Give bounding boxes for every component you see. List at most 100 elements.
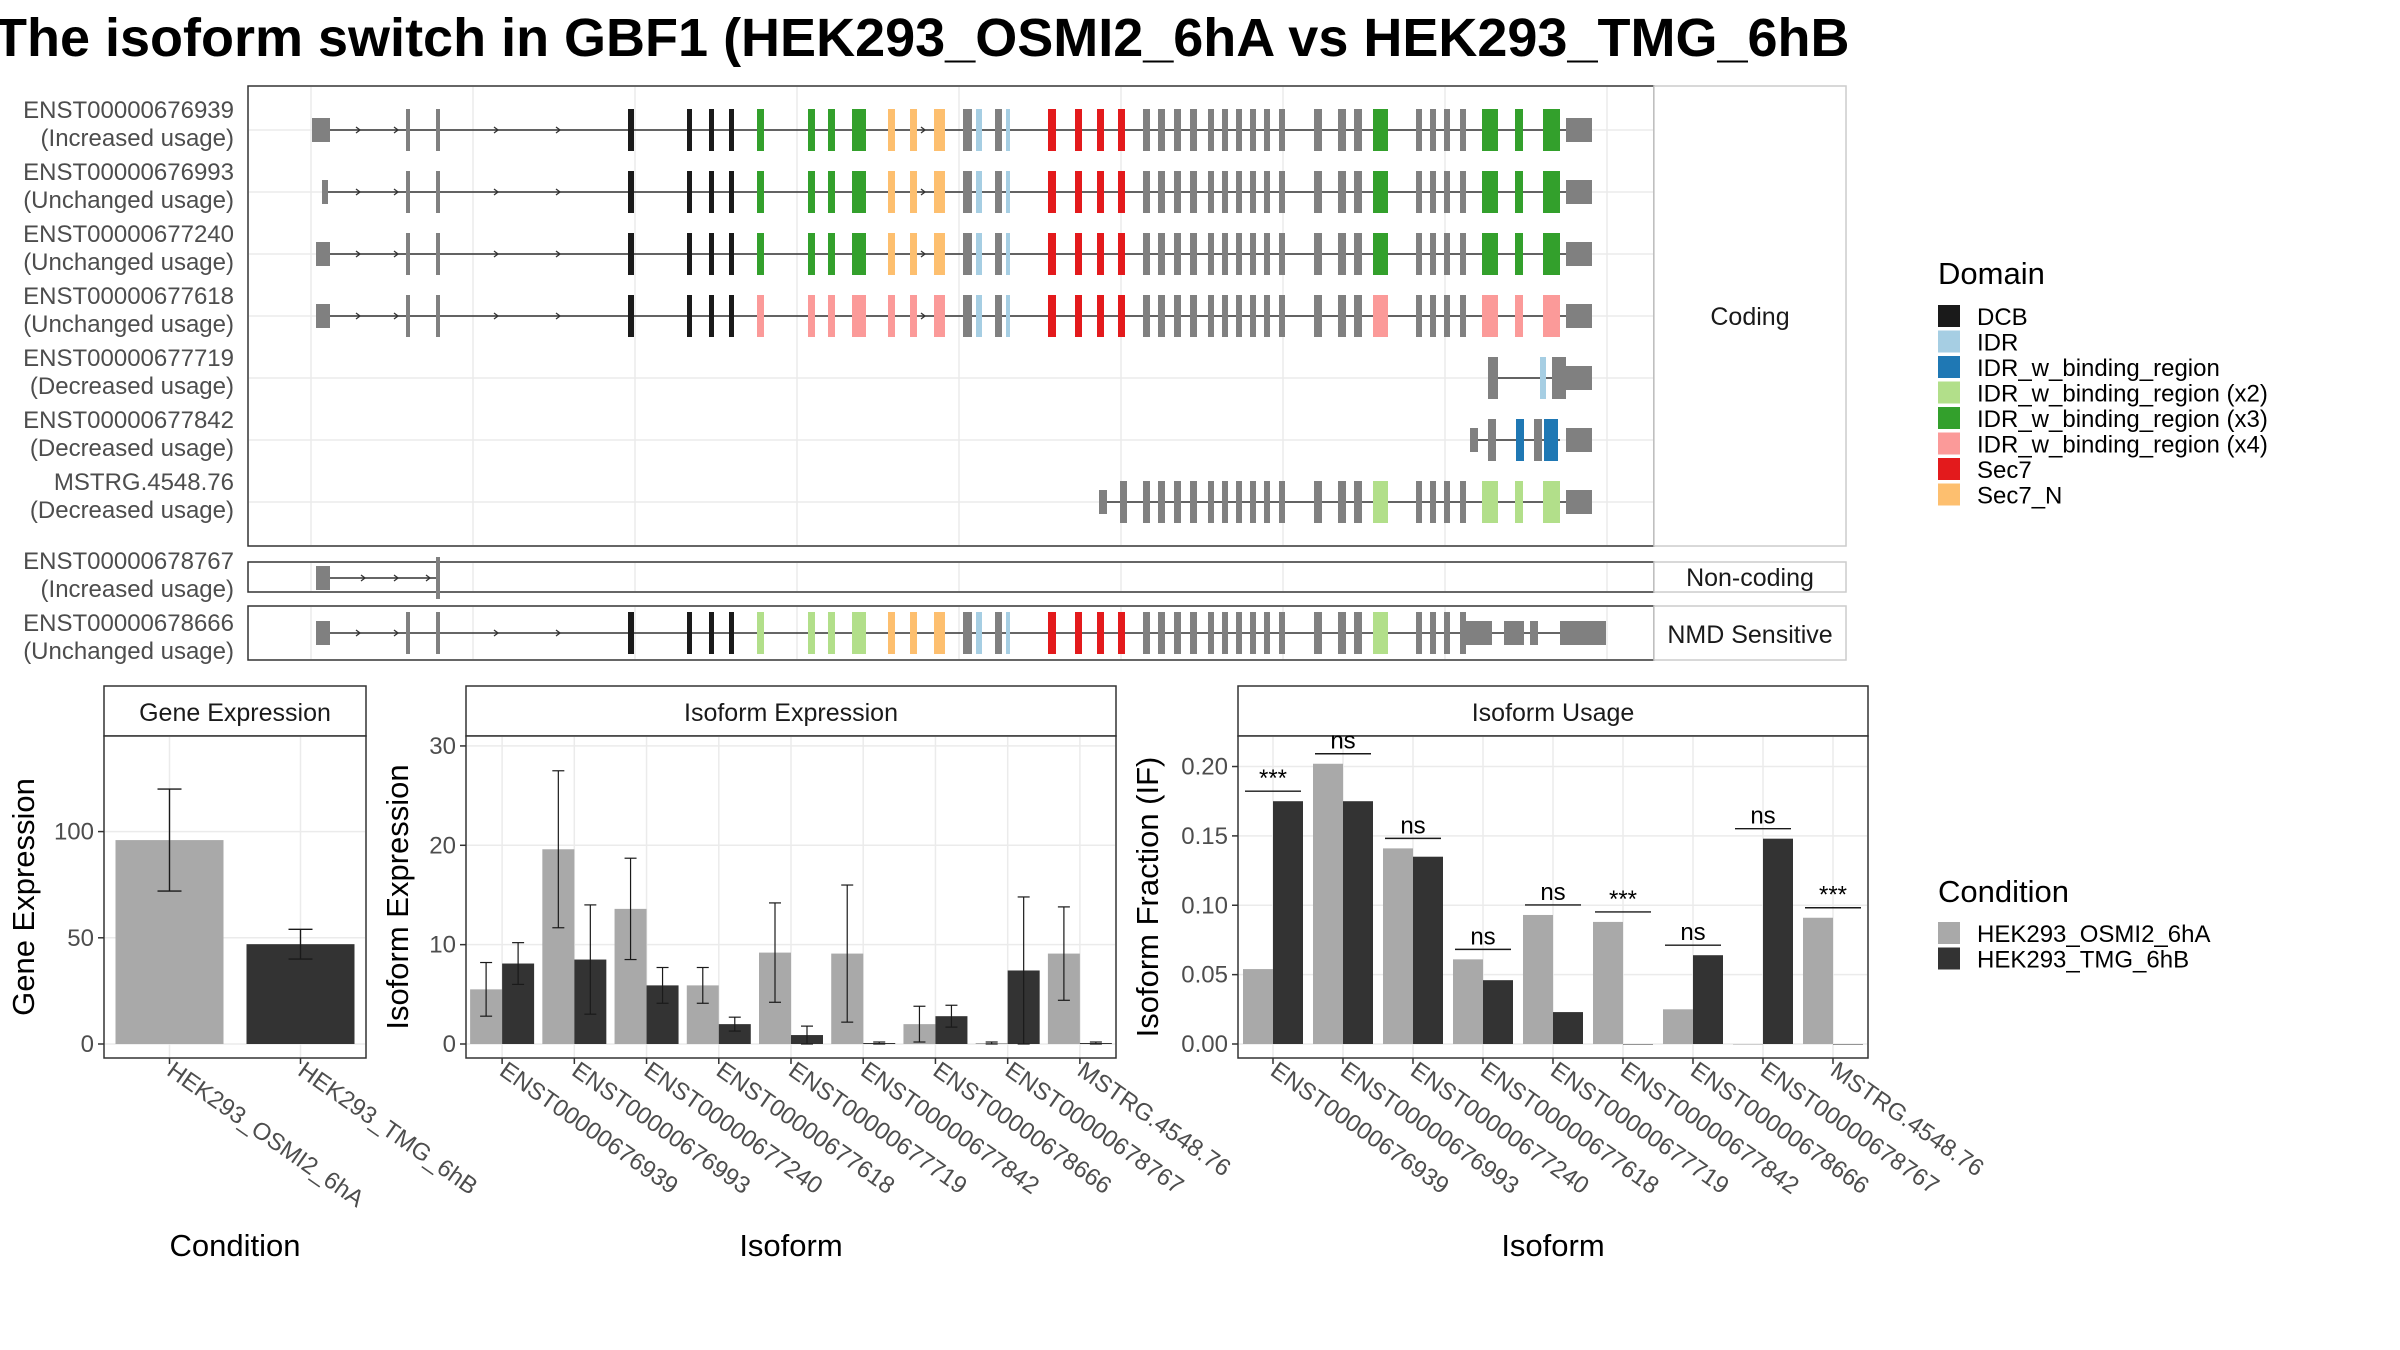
exon (316, 566, 330, 590)
exon (1143, 171, 1150, 213)
exon (1444, 481, 1450, 523)
direction-arrow (393, 188, 400, 196)
transcript-id: MSTRG.4548.76 (54, 469, 234, 496)
exon (1174, 612, 1181, 654)
exon (1430, 481, 1436, 523)
exon (729, 612, 734, 654)
direction-arrow (920, 312, 927, 320)
strip-noncoding (1653, 561, 1847, 593)
exon (436, 612, 440, 654)
exon (1566, 304, 1592, 328)
exon (436, 295, 440, 337)
y-axis-title: Isoform Fraction (IF) (1130, 757, 1165, 1038)
legend-swatch (1938, 432, 1960, 455)
exon (687, 612, 692, 654)
exon (1264, 233, 1270, 275)
exon (628, 109, 634, 151)
direction-arrow (355, 250, 362, 258)
bar (1623, 1044, 1653, 1045)
exon (963, 109, 972, 151)
y-tick-label: 20 (429, 832, 456, 859)
y-tick-label: 10 (429, 932, 456, 959)
legend-label: IDR_w_binding_region (x2) (1977, 381, 2268, 408)
legend-swatch (1938, 458, 1960, 480)
direction-arrow (555, 312, 562, 320)
bar (1803, 917, 1833, 1044)
exon (1208, 233, 1214, 275)
bar (1413, 856, 1443, 1044)
exon (1416, 612, 1422, 654)
exon (1338, 233, 1346, 275)
significance-label: ns (1680, 919, 1705, 946)
exon (1279, 233, 1285, 275)
exon (436, 109, 440, 151)
exon (1566, 366, 1592, 390)
legend-swatch (1938, 947, 1960, 970)
exon (1118, 109, 1125, 151)
exon (852, 295, 866, 337)
direction-arrow (493, 188, 500, 196)
exon (1048, 109, 1056, 151)
exon (963, 295, 972, 337)
exon (687, 109, 692, 151)
exon (757, 295, 764, 337)
direction-arrow (355, 188, 362, 196)
exon (1543, 295, 1560, 337)
exon (888, 612, 895, 654)
y-tick-label: 100 (54, 819, 94, 846)
exon (1264, 171, 1270, 213)
exon (1174, 233, 1181, 275)
legend-label: HEK293_TMG_6hB (1977, 947, 2189, 974)
exon (1338, 481, 1346, 523)
transcript-usage: (Decreased usage) (30, 497, 234, 524)
exon (1354, 295, 1362, 337)
chart-1: Isoform Expression0102030ENST00000676939… (380, 685, 1235, 1263)
y-tick-label: 0.00 (1181, 1031, 1228, 1058)
legend-label: IDR (1977, 330, 2018, 357)
exon (1118, 295, 1125, 337)
bar (1733, 1044, 1763, 1045)
exon (1566, 118, 1592, 142)
y-tick-label: 0.05 (1181, 962, 1228, 989)
exon (852, 171, 866, 213)
exon (1222, 233, 1228, 275)
exon (1460, 295, 1466, 337)
exon (995, 233, 1002, 275)
exon (312, 118, 330, 142)
legend-label: DCB (1977, 304, 2028, 331)
transcript-id: ENST00000677240 (23, 221, 234, 248)
exon (1208, 481, 1214, 523)
noncoding-panel (247, 561, 1655, 593)
significance-label: *** (1609, 886, 1637, 913)
exon (808, 171, 815, 213)
exon (995, 171, 1002, 213)
exon (1530, 621, 1538, 645)
legend-swatch (1938, 305, 1960, 327)
exon (316, 242, 330, 266)
exon (1236, 233, 1242, 275)
exon (1158, 233, 1165, 275)
transcript-usage: (Unchanged usage) (23, 249, 234, 276)
significance-label: ns (1540, 879, 1565, 906)
legend-swatch (1938, 483, 1960, 506)
bar (1523, 914, 1553, 1044)
exon (406, 295, 410, 337)
exon (976, 233, 982, 275)
exon (1264, 481, 1270, 523)
exon (1048, 171, 1056, 213)
y-tick-label: 30 (429, 733, 456, 760)
direction-arrow (393, 250, 400, 258)
exon (1354, 481, 1362, 523)
bar (1273, 801, 1303, 1044)
x-axis-title: Condition (170, 1228, 301, 1263)
exon (1075, 612, 1082, 654)
exon (934, 612, 945, 654)
exon (406, 109, 410, 151)
exon (628, 233, 634, 275)
bar (1343, 801, 1373, 1044)
exon (1236, 109, 1242, 151)
y-tick-label: 0.10 (1181, 892, 1228, 919)
exon (687, 233, 692, 275)
exon (1482, 171, 1498, 213)
